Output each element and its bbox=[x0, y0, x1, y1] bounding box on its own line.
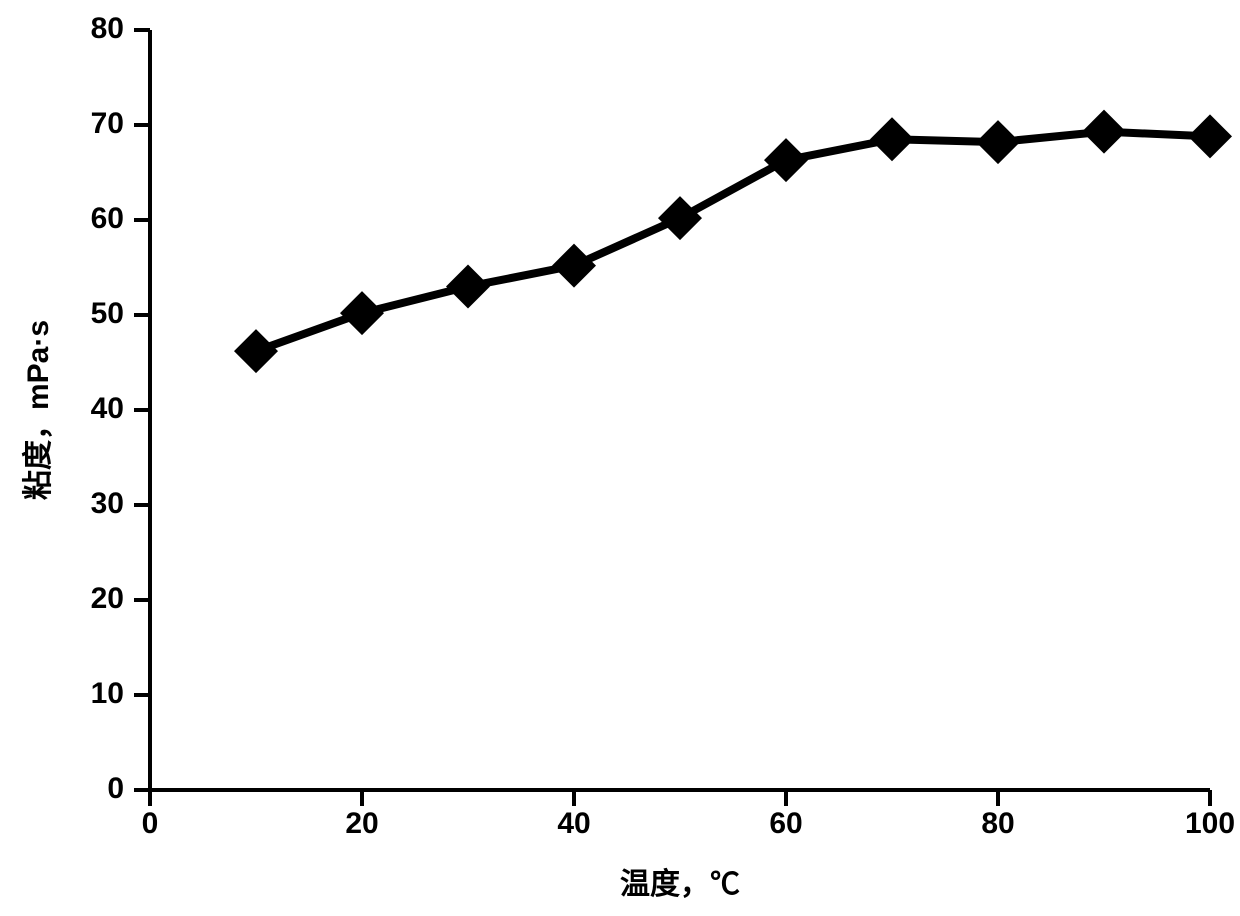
x-tick-label: 0 bbox=[142, 807, 159, 840]
y-tick-label: 70 bbox=[91, 107, 124, 140]
y-tick-label: 40 bbox=[91, 392, 124, 425]
x-tick-label: 100 bbox=[1185, 807, 1235, 840]
y-axis-label: 粘度，mPa·s bbox=[22, 320, 55, 500]
y-tick-label: 30 bbox=[91, 487, 124, 520]
x-tick-label: 20 bbox=[345, 807, 378, 840]
y-tick-label: 50 bbox=[91, 297, 124, 330]
x-tick-label: 60 bbox=[769, 807, 802, 840]
x-axis-label: 温度，℃ bbox=[620, 868, 740, 901]
y-tick-label: 20 bbox=[91, 582, 124, 615]
y-tick-label: 10 bbox=[91, 677, 124, 710]
y-tick-label: 0 bbox=[107, 772, 124, 805]
x-tick-label: 80 bbox=[981, 807, 1014, 840]
y-tick-label: 60 bbox=[91, 202, 124, 235]
viscosity-temperature-chart: 0 10 20 30 40 50 60 70 80 0 20 40 60 80 100 粘度，mPa·s 温度，… bbox=[0, 0, 1240, 916]
chart-svg: 0 10 20 30 40 50 60 70 80 0 20 40 60 80 100 粘度，mPa·s 温度，… bbox=[0, 0, 1240, 916]
y-tick-label: 80 bbox=[91, 12, 124, 45]
x-tick-label: 40 bbox=[557, 807, 590, 840]
